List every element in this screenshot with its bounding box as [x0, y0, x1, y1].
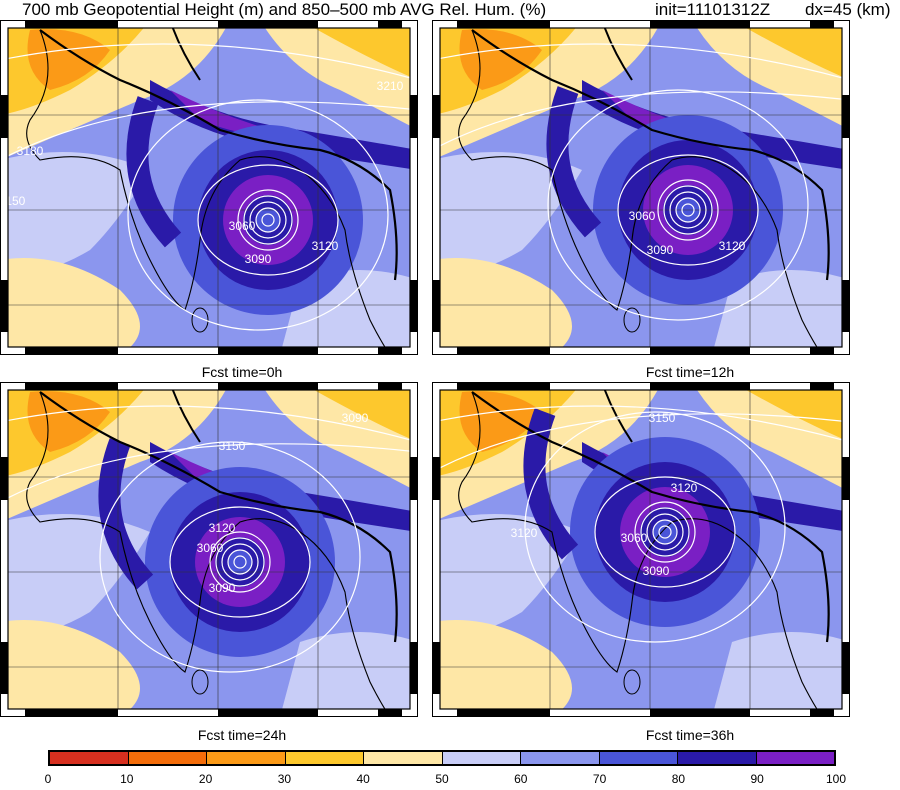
contour-label: 3120 [719, 239, 746, 253]
colorbar-segment [756, 752, 834, 764]
colorbar-segment [599, 752, 678, 764]
contour-label: 3060 [229, 219, 256, 233]
colorbar-tick-label: 80 [671, 772, 686, 786]
map-panel-24h: 3060 3090 3120 3150 3090 [0, 382, 418, 717]
colorbar-segment [285, 752, 364, 764]
contour-label: 3060 [629, 209, 656, 223]
contour-label: 3060 [197, 541, 224, 555]
colorbar-tick-label: 0 [44, 772, 52, 786]
colorbar-tick-label: 90 [750, 772, 764, 786]
contour-label: 3120 [671, 481, 698, 495]
colorbar-segment [442, 752, 521, 764]
colorbar-tick-label: 70 [592, 772, 607, 786]
colorbar-segment [521, 752, 600, 764]
colorbar-tick-label: 100 [825, 772, 847, 786]
contour-label: 3060 [621, 531, 648, 545]
colorbar-segment [364, 752, 443, 764]
contour-label: 3090 [342, 411, 369, 425]
panel-caption-12h: Fcst time=12h [645, 364, 735, 380]
colorbar-tick-label: 60 [514, 772, 528, 786]
figure-title: 700 mb Geopotential Height (m) and 850–5… [22, 0, 547, 19]
colorbar-segment [128, 752, 207, 764]
colorbar-segment [207, 752, 286, 764]
colorbar-tick-label: 10 [120, 772, 134, 786]
contour-label: 3120 [312, 239, 339, 253]
map-panel-12h: 3060 3090 3120 [432, 20, 850, 355]
colorbar-tick-label: 20 [198, 772, 213, 786]
humidity-colorbar [48, 750, 836, 766]
grid-spacing: dx=45 (km) [805, 0, 891, 19]
colorbar-segment [50, 752, 129, 764]
contour-label: 3090 [647, 243, 674, 257]
panel-caption-24h: Fcst time=24h [197, 727, 287, 743]
panel-caption-36h: Fcst time=36h [645, 727, 735, 743]
contour-label: 3150 [219, 439, 246, 453]
panel-caption-0h: Fcst time=0h [201, 364, 283, 380]
contour-label: 3120 [511, 526, 538, 540]
init-time: init=11101312Z [655, 0, 771, 19]
colorbar-segment [678, 752, 757, 764]
contour-label: 3090 [209, 581, 236, 595]
contour-label: 3120 [209, 521, 236, 535]
colorbar-tick-label: 50 [435, 772, 449, 786]
contour-label: 3150 [0, 194, 26, 208]
colorbar-tick-label: 40 [356, 772, 370, 786]
contour-label: 3180 [17, 144, 44, 158]
colorbar-tick-label: 30 [277, 772, 292, 786]
contour-label: 3150 [649, 411, 676, 425]
figure-title-bar: 700 mb Geopotential Height (m) and 850–5… [0, 0, 900, 22]
map-panel-36h: 3060 3090 3120 3150 3120 [432, 382, 850, 717]
map-panel-0h: 3060 3090 3120 3150 3180 3210 [0, 20, 418, 355]
contour-label: 3090 [245, 252, 272, 266]
contour-label: 3210 [377, 79, 404, 93]
contour-label: 3090 [643, 564, 670, 578]
